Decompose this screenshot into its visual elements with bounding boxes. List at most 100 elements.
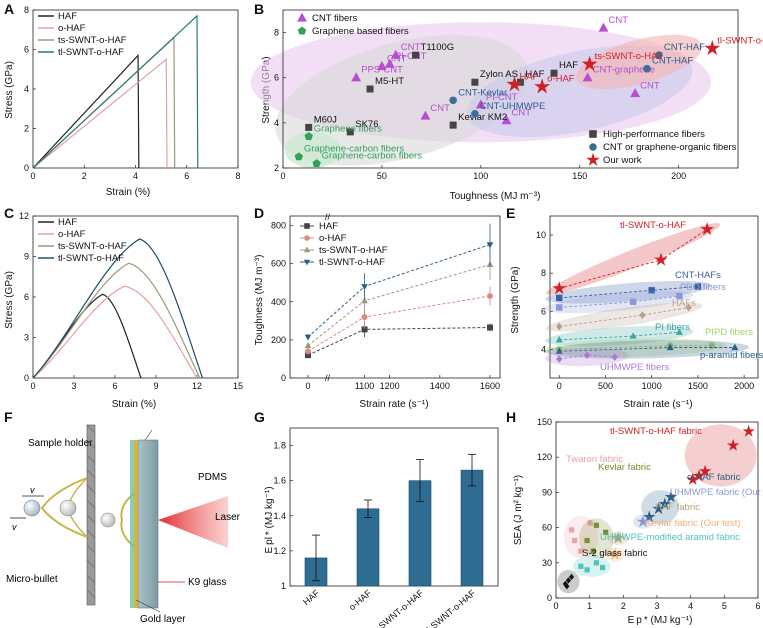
panel-a-xtick-label: 4 xyxy=(133,171,138,181)
panel-d-ytick-label: 400 xyxy=(271,297,286,307)
panel-d-point xyxy=(361,326,368,333)
panel-h-group-label: S-2 glass fabric xyxy=(582,548,648,559)
panel-d-point xyxy=(361,314,368,321)
panel-b-xtick-label: 200 xyxy=(671,171,686,181)
panel-b-legend-label: Our work xyxy=(603,155,642,166)
panel-b-point-gr xyxy=(312,159,321,168)
panel-d-legend-label: ts-SWNT-o-HAF xyxy=(319,245,388,256)
panel-b-xlabel: Toughness (MJ m⁻³) xyxy=(450,191,541,202)
panel-h-group-label: tl-SWNT-o-HAF fabric xyxy=(610,426,702,437)
panel-b-legend-label: Graphene based fibers xyxy=(312,26,409,37)
panel-h-point xyxy=(686,472,700,485)
panel-h-point xyxy=(562,580,568,588)
panel-b-point-ours xyxy=(534,78,551,94)
velocity-vr-label: v xyxy=(12,522,17,532)
panel-h-ytick-label: 90 xyxy=(542,487,552,497)
panel-b-point-label: CNT-HAF xyxy=(652,56,693,67)
panel-b-point-label: PI-CNT xyxy=(395,51,427,62)
panel-c-legend-label: tl-SWNT-o-HAF xyxy=(58,253,124,264)
panel-h-ytick-label: 0 xyxy=(547,593,552,603)
panel-d-point xyxy=(361,284,368,291)
panel-label-e: E xyxy=(506,205,515,221)
panel-h-group-label: UHMWPE-modified aramid fabric xyxy=(600,532,740,543)
panel-h-point xyxy=(584,567,590,573)
panel-a-ytick-label: 4 xyxy=(24,84,29,94)
panel-b-ytick-label: 4 xyxy=(274,118,279,128)
panel-d-point xyxy=(487,324,493,331)
panel-d-series-line xyxy=(307,264,491,346)
panel-d-axis-break-bottom: // xyxy=(325,373,331,383)
panel-g-category-label: HAF xyxy=(301,588,322,608)
panel-e-point xyxy=(675,328,683,335)
panel-d-ylabel: Toughness (MJ m⁻³) xyxy=(254,255,265,346)
panel-b-point-cnt xyxy=(376,61,387,71)
panel-b-point-label: CNT xyxy=(640,81,660,92)
panel-h-ytick-label: 30 xyxy=(542,558,552,568)
panel-h-point xyxy=(611,531,625,544)
panel-e-point xyxy=(556,304,563,311)
panel-h-point xyxy=(568,573,575,580)
sample-holder-label: Sample holder xyxy=(28,438,93,449)
panel-g-bar xyxy=(356,508,380,587)
panel-a-chart: Strain (%) Stress (GPa) 0 2 4 6 8 0 2 4 6 8 HAFo-H… xyxy=(4,5,241,198)
panel-e-group-region xyxy=(545,338,726,357)
panel-d-legend-marker xyxy=(304,223,310,229)
panel-h-xtick-label: 5 xyxy=(722,601,727,611)
panel-b-legend-marker-graphene xyxy=(297,26,307,35)
panel-a-xtick-label: 2 xyxy=(82,171,87,181)
fiber-strand-before xyxy=(40,477,88,538)
panel-h-chart: E p * (MJ kg⁻¹) SEA (J m² kg⁻¹) 0 1 2 3 4 5 60… xyxy=(513,417,763,626)
panel-h-point xyxy=(658,497,672,510)
panel-c-curve xyxy=(32,238,204,379)
panel-h-group-label: o-HAF fabric xyxy=(687,472,741,483)
panel-b-legend-label: CNT or graphene-organic fibers xyxy=(603,142,737,153)
panel-b-point-label: HAF xyxy=(519,71,538,82)
panel-h-point xyxy=(564,583,570,590)
laser-label: Laser xyxy=(215,512,241,523)
micro-bullet xyxy=(23,499,41,517)
panel-h-ytick-label: 150 xyxy=(537,417,552,427)
panel-e-point xyxy=(676,292,683,300)
panel-a-ytick-label: 0 xyxy=(24,163,29,173)
panel-c-xtick-label: 6 xyxy=(112,381,117,391)
panel-e-point xyxy=(666,343,674,351)
panel-d-legend-label: o-HAF xyxy=(319,233,347,244)
panel-h-ytick-label: 120 xyxy=(537,452,552,462)
panel-g-ytick-label: 1.4 xyxy=(273,511,286,521)
panel-b-point-label: HAF xyxy=(525,69,544,80)
fiber-impact-view xyxy=(120,489,139,551)
panel-e-group-label: PIPD fibers xyxy=(705,327,753,338)
panel-h-group-label: UHMWPE fabric (Our test) xyxy=(670,487,763,498)
panel-d-ytick-label: 200 xyxy=(271,335,286,345)
panel-b-point-label: HAF xyxy=(559,60,578,71)
panel-b-point-label: o-HAF xyxy=(547,74,575,85)
panel-label-a: A xyxy=(4,1,14,17)
panel-b-legend-marker xyxy=(589,130,597,138)
panel-b-point-hp xyxy=(471,78,479,86)
panel-h-group-label: Kevlar fabric xyxy=(598,462,651,473)
panel-b-xtick-label: 50 xyxy=(377,171,387,181)
panel-h-group-label: HAF fabric xyxy=(655,502,700,513)
panel-b-ytick-label: 8 xyxy=(274,28,279,38)
panel-a-xtick-label: 0 xyxy=(30,171,35,181)
panel-e-point xyxy=(639,311,646,319)
panel-e-group-region xyxy=(545,290,694,314)
panel-label-b: B xyxy=(254,1,264,17)
panel-h-point xyxy=(578,563,584,569)
panel-b-point-label: PPS-CNT xyxy=(361,65,403,76)
panel-d-legend-marker xyxy=(303,259,311,266)
panel-d-point xyxy=(304,334,312,341)
panel-e-point xyxy=(556,294,563,302)
panel-g-ytick-label: 1.6 xyxy=(273,476,286,486)
panel-d-point xyxy=(486,242,494,249)
panel-d-ytick-label: 800 xyxy=(271,221,286,231)
panel-e-group-label: tl-SWNT-o-HAF xyxy=(620,220,686,231)
panel-d-point xyxy=(361,297,368,304)
panel-a-legend-label: o-HAF xyxy=(58,23,86,34)
panel-b-point-hp xyxy=(366,85,374,93)
panel-c-xtick-label: 15 xyxy=(233,381,243,391)
panel-e-chart: Strain rate (s⁻¹) Strength (GPa) 0 500 100… xyxy=(510,215,763,410)
panel-d-point xyxy=(305,348,311,355)
panel-h-xlabel: E p * (MJ kg⁻¹) xyxy=(628,615,693,626)
